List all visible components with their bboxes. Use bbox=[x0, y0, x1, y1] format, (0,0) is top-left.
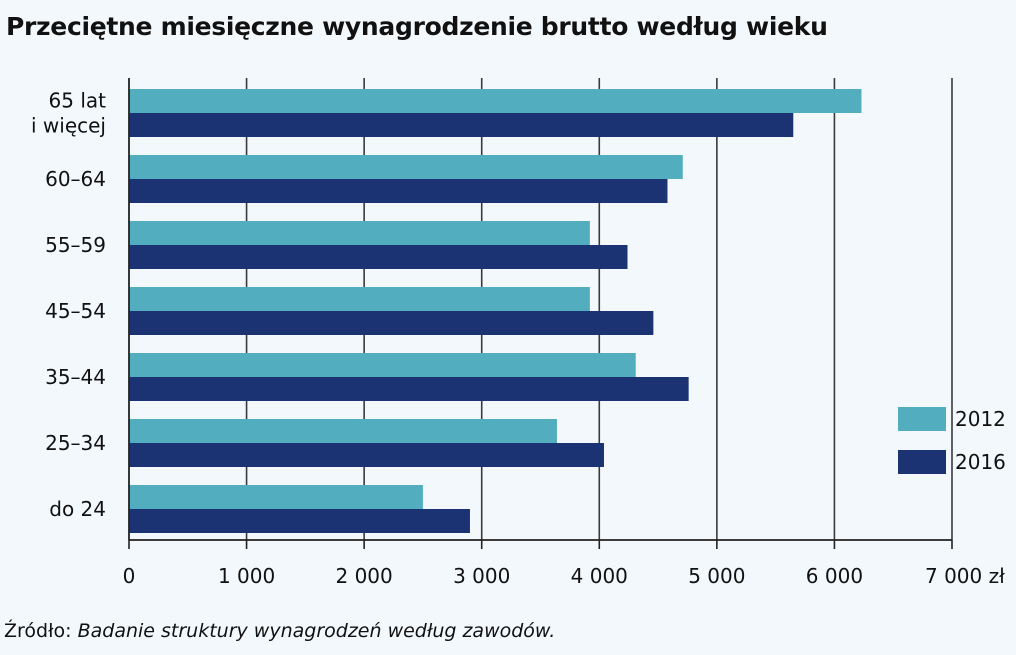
source-work: Badanie struktury wynagrodzeń według zaw… bbox=[77, 620, 556, 642]
legend-label-2012: 2012 bbox=[955, 407, 1006, 431]
bar-2016 bbox=[129, 377, 689, 401]
x-tick-label: 1 000 bbox=[218, 564, 275, 588]
x-tick-label: 6 000 bbox=[806, 564, 863, 588]
bar-2012 bbox=[129, 155, 683, 179]
category-label: 35–44 bbox=[45, 365, 106, 389]
bar-2016 bbox=[129, 245, 628, 269]
bar-2012 bbox=[129, 221, 590, 245]
bar-2016 bbox=[129, 311, 654, 335]
chart-title: Przeciętne miesięczne wynagrodzenie brut… bbox=[6, 12, 828, 41]
bar-2012 bbox=[129, 353, 636, 377]
category-label: 55–59 bbox=[45, 233, 106, 257]
bar-2012 bbox=[129, 287, 590, 311]
category-label: 65 lat bbox=[49, 89, 107, 113]
bar-2016 bbox=[129, 509, 470, 533]
category-label: i więcej bbox=[31, 114, 106, 138]
bar-2016 bbox=[129, 443, 604, 467]
bar-2012 bbox=[129, 419, 557, 443]
x-tick-label: 2 000 bbox=[336, 564, 393, 588]
category-label: 45–54 bbox=[45, 299, 106, 323]
legend-swatch-2016 bbox=[898, 450, 946, 474]
x-tick-label: 7 000 zł bbox=[925, 564, 1005, 588]
x-tick-label: 0 bbox=[123, 564, 136, 588]
source-label: Źródło: bbox=[4, 620, 72, 642]
category-label: 60–64 bbox=[45, 167, 106, 191]
x-tick-label: 5 000 bbox=[688, 564, 745, 588]
legend-label-2016: 2016 bbox=[955, 450, 1006, 474]
bar-2012 bbox=[129, 89, 862, 113]
source-note: Źródło: Badanie struktury wynagrodzeń we… bbox=[4, 620, 555, 642]
category-label: 25–34 bbox=[45, 431, 106, 455]
bar-2016 bbox=[129, 179, 668, 203]
x-tick-label: 4 000 bbox=[571, 564, 628, 588]
x-tick-label: 3 000 bbox=[453, 564, 510, 588]
bar-2012 bbox=[129, 485, 423, 509]
bar-2016 bbox=[129, 113, 794, 137]
legend-swatch-2012 bbox=[898, 407, 946, 431]
category-label: do 24 bbox=[49, 497, 106, 521]
